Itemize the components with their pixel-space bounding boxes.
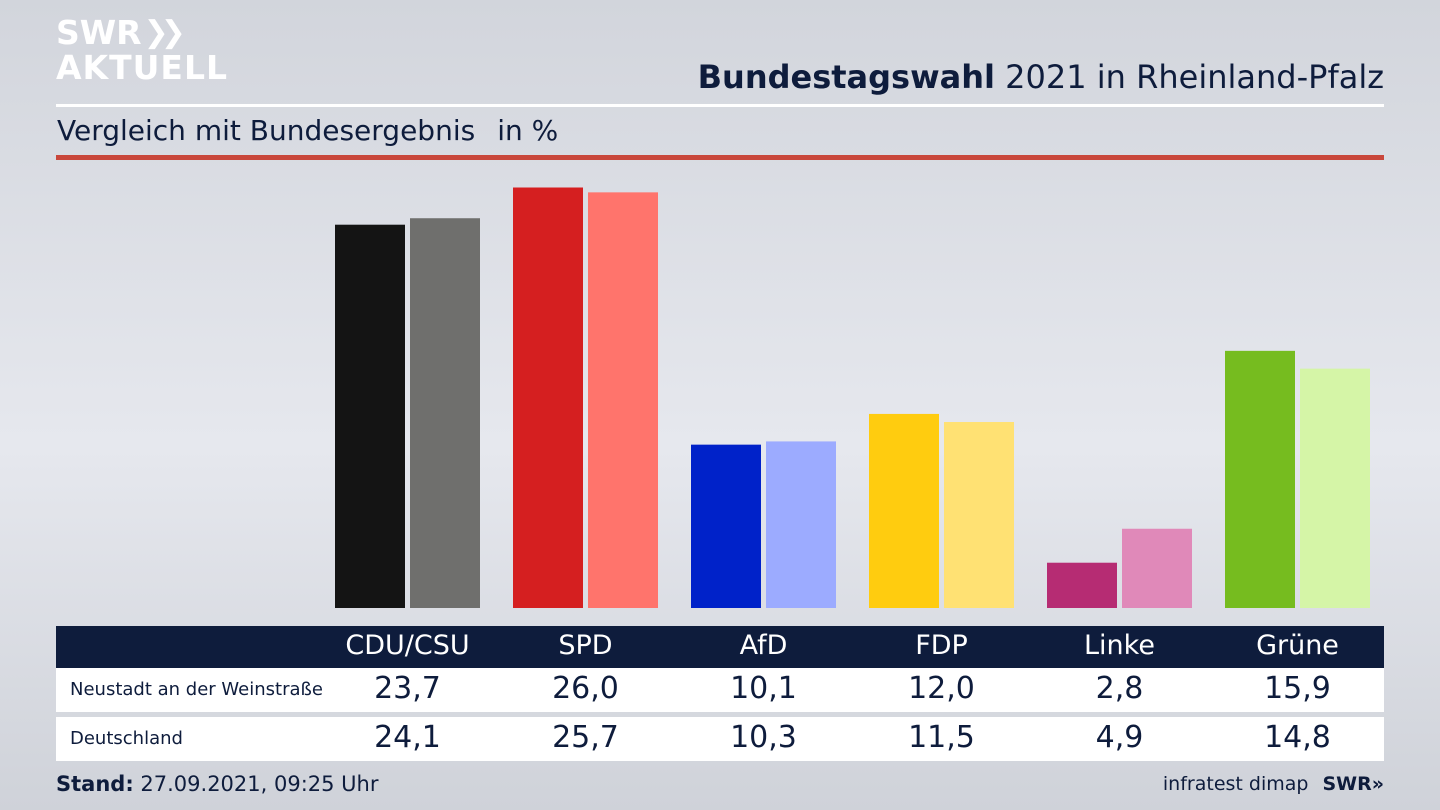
bar-cducsu-deutschland (410, 218, 480, 608)
table-row-deutschland: Deutschland 24,1 25,7 10,3 11,5 4,9 14,8 (56, 717, 1384, 761)
bar-spd-deutschland (588, 192, 658, 608)
table-cell: 14,8 (1264, 720, 1331, 755)
table-cell: 4,9 (1095, 720, 1144, 755)
bar-linke-neustadt (1047, 562, 1117, 608)
table-cell: 24,1 (374, 720, 441, 755)
bar-fdp-deutschland (944, 422, 1014, 608)
source-text: infratest dimap (1162, 773, 1309, 795)
column-header: SPD (558, 630, 613, 661)
subtitle-text: Vergleich mit Bundesergebnis (57, 114, 476, 147)
swr-aktuell-logo: SWR ❯❯ AKTUELL (56, 16, 228, 84)
table-cell: 10,1 (730, 671, 797, 706)
row-label: Deutschland (70, 728, 183, 749)
bar-fdp-neustadt (869, 413, 939, 608)
unit-label: in % (497, 114, 559, 147)
table-cell: 11,5 (908, 720, 975, 755)
table-cell: 25,7 (552, 720, 619, 755)
page-title: Bundestagswahl 2021 in Rheinland-Pfalz (698, 58, 1384, 96)
title-divider (56, 104, 1384, 107)
logo-aktuell-text: AKTUELL (56, 48, 229, 87)
bar-cducsu-neustadt (335, 224, 405, 609)
bar-afd-deutschland (766, 441, 836, 608)
column-header: AfD (739, 630, 788, 661)
stand-label: Stand: (56, 772, 134, 796)
page-title-rest: 2021 in Rheinland-Pfalz (995, 58, 1384, 96)
chart-subtitle: Vergleich mit Bundesergebnis in % (57, 114, 558, 147)
table-cell: 15,9 (1264, 671, 1331, 706)
table-cell: 10,3 (730, 720, 797, 755)
bar-grüne-deutschland (1300, 368, 1370, 608)
source-credit: infratest dimap SWR» (1163, 773, 1384, 795)
row-label: Neustadt an der Weinstraße (70, 679, 323, 700)
column-header: FDP (915, 630, 968, 661)
stand-value: 27.09.2021, 09:25 Uhr (133, 772, 379, 796)
column-header: Linke (1084, 630, 1155, 661)
bar-spd-neustadt (513, 187, 583, 608)
bar-linke-deutschland (1122, 528, 1192, 608)
bar-chart (335, 187, 1370, 609)
bar-grüne-neustadt (1225, 350, 1295, 608)
bar-afd-neustadt (691, 444, 761, 608)
table-cell: 26,0 (552, 671, 619, 706)
table-cell: 23,7 (374, 671, 441, 706)
subtitle-divider (56, 155, 1384, 160)
table-cell: 2,8 (1095, 671, 1144, 706)
timestamp: Stand: 27.09.2021, 09:25 Uhr (56, 772, 379, 796)
page-title-bold: Bundestagswahl (697, 58, 995, 96)
logo-swr-text: SWR (56, 13, 142, 52)
column-header: CDU/CSU (345, 630, 470, 661)
table-row-neustadt: Neustadt an der Weinstraße 23,7 26,0 10,1 1… (56, 668, 1384, 712)
table-header-row: CDU/CSU SPD AfD FDP Linke Grüne (56, 626, 1384, 668)
column-header: Grüne (1256, 630, 1339, 661)
table-cell: 12,0 (908, 671, 975, 706)
swr-brand-mark: SWR» (1322, 773, 1384, 795)
results-table: CDU/CSU SPD AfD FDP Linke Grüne Neustadt an d… (56, 626, 1384, 761)
